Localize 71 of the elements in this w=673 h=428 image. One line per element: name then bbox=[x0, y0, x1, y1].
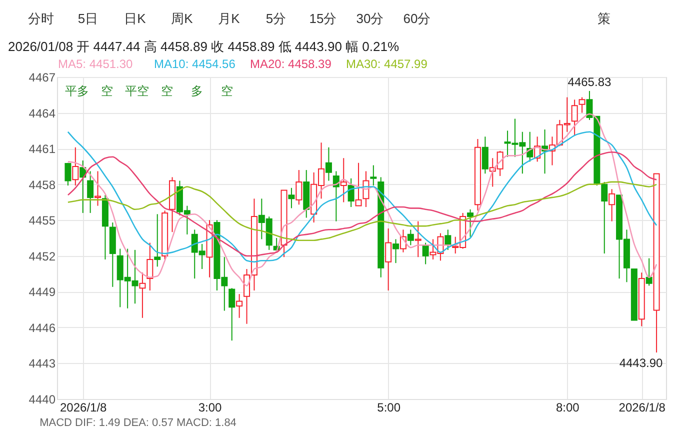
text: 15分 bbox=[309, 11, 337, 26]
text: 日K bbox=[124, 11, 146, 26]
x-tick-label: 3:00 bbox=[198, 400, 222, 414]
annotation: 平多 bbox=[65, 84, 89, 98]
candlestick bbox=[228, 288, 236, 342]
annotation: 空 bbox=[101, 84, 113, 98]
text: 周K bbox=[171, 11, 194, 26]
text: 30分 bbox=[356, 11, 384, 26]
candlestick bbox=[87, 170, 94, 214]
text: MA5: 4451.30 bbox=[58, 57, 134, 71]
y-tick-label: 4461 bbox=[28, 142, 56, 156]
candlestick bbox=[646, 258, 652, 286]
annotation: 多 bbox=[191, 84, 203, 98]
annotation: 4443.90 bbox=[619, 356, 664, 370]
candlestick bbox=[467, 208, 474, 238]
candlestick bbox=[154, 214, 161, 268]
candlestick bbox=[370, 164, 377, 186]
candlestick bbox=[407, 229, 414, 246]
y-tick-label: 4452 bbox=[28, 249, 56, 264]
x-tick-label: 2026/1/8 bbox=[60, 400, 108, 414]
text: MA20: 4458.39 bbox=[250, 57, 332, 71]
text: 5分 bbox=[266, 11, 286, 26]
candlestick bbox=[146, 242, 154, 291]
candlestick bbox=[325, 146, 332, 182]
candlestick bbox=[444, 229, 452, 250]
candlestick bbox=[414, 220, 422, 258]
y-tick-label: 4449 bbox=[28, 285, 56, 300]
candlestick bbox=[355, 162, 362, 206]
x-tick-label: 5:00 bbox=[377, 400, 401, 414]
text: 月K bbox=[218, 11, 240, 26]
candlestick bbox=[340, 158, 347, 203]
text: 策 bbox=[598, 11, 610, 26]
y-tick-label: 4458 bbox=[28, 178, 56, 192]
x-tick-label: 2026/1/8 bbox=[618, 400, 666, 414]
candlestick bbox=[236, 294, 243, 318]
candlestick bbox=[422, 242, 429, 265]
annotation: 空 bbox=[161, 84, 173, 98]
candlestick bbox=[64, 162, 72, 186]
y-tick-label: 4464 bbox=[28, 106, 56, 120]
candlestick bbox=[139, 272, 146, 318]
line-series bbox=[67, 151, 658, 257]
y-tick-label: 4467 bbox=[28, 70, 56, 84]
chart-subtitle: 2026/01/08 开 4447.44 高 4458.89 收 4458.89 低 4443.90 幅 0.21% bbox=[8, 39, 400, 54]
candlestick bbox=[94, 170, 102, 206]
candlestick bbox=[288, 187, 295, 209]
x-tick-label: 8:00 bbox=[556, 400, 580, 414]
candlestick bbox=[608, 188, 616, 222]
y-tick-label: 4443 bbox=[28, 356, 56, 371]
candlestick bbox=[392, 238, 400, 264]
candlestick bbox=[244, 268, 250, 324]
candlestick bbox=[482, 136, 488, 174]
candlestick bbox=[385, 228, 392, 291]
y-tick-label: 4455 bbox=[28, 214, 56, 228]
y-tick-label: 4440 bbox=[28, 392, 56, 406]
text: 60分 bbox=[403, 11, 431, 26]
y-tick-label: 4446 bbox=[28, 320, 56, 335]
candlestick bbox=[296, 170, 302, 206]
annotation: 4465.83 bbox=[568, 74, 612, 89]
annotation: 平空 bbox=[125, 84, 149, 98]
text: 5日 bbox=[78, 11, 98, 26]
text: MACD DIF: 1.49 DEA: 0.57 MACD: 1.84 bbox=[40, 417, 236, 428]
text: 分时 bbox=[28, 11, 54, 26]
candlestick bbox=[571, 99, 578, 136]
candlestick bbox=[72, 146, 79, 186]
line-series bbox=[67, 181, 658, 242]
annotation: 空 bbox=[221, 84, 233, 98]
candlestick bbox=[348, 178, 354, 208]
candlestick bbox=[578, 96, 586, 114]
text: MA10: 4454.56 bbox=[154, 57, 236, 71]
candlestick bbox=[601, 181, 608, 254]
text: MA30: 4457.99 bbox=[346, 57, 428, 71]
